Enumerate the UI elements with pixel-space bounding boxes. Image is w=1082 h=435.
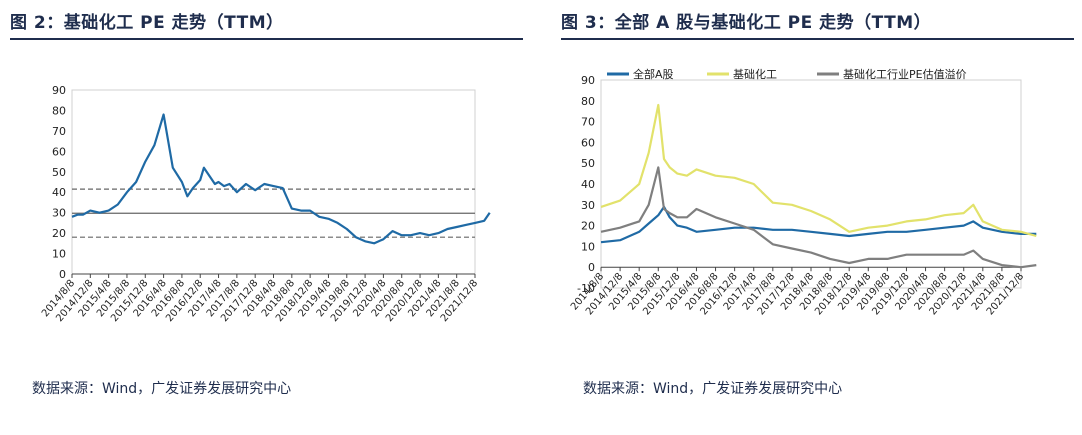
y-tick-label: 80 (581, 95, 595, 108)
left-chart-panel: 图 2：基础化工 PE 走势（TTM） 0 10 20 30 40 50 60 70 80 90 2… (0, 0, 531, 435)
y-tick-label: 80 (52, 104, 66, 117)
series-line (600, 205, 1037, 244)
y-tick-label: -10 (577, 282, 595, 295)
y-tick-label: 70 (52, 125, 66, 138)
right-pe-comparison-chart: -1001020304050607080902014/8/82014/12/82… (569, 67, 1037, 317)
series-line (71, 113, 491, 245)
y-tick-label: 30 (52, 207, 66, 220)
left-title-rule (10, 38, 523, 40)
y-tick-label: 50 (581, 157, 595, 170)
y-tick-label: 0 (588, 261, 595, 274)
y-tick-label: 90 (581, 74, 595, 87)
y-tick-label: 20 (52, 227, 66, 240)
y-tick-label: 60 (52, 145, 66, 158)
y-tick-label: 0 (59, 268, 66, 281)
right-chart-title: 图 3：全部 A 股与基础化工 PE 走势（TTM） (561, 13, 932, 33)
y-tick-label: 90 (52, 84, 66, 97)
y-tick-label: 30 (581, 199, 595, 212)
left-pe-chart: 01020304050607080902014/8/82014/12/82015… (40, 84, 491, 324)
plot-area-border (71, 89, 476, 275)
plot-area-border (600, 79, 1022, 289)
series-line (600, 166, 1037, 269)
right-source-note: 数据来源：Wind，广发证券发展研究中心 (583, 381, 843, 397)
left-source-note: 数据来源：Wind，广发证券发展研究中心 (32, 381, 292, 397)
legend-label: 基础化工 (733, 67, 777, 81)
y-tick-label: 40 (581, 178, 595, 191)
right-chart-panel: 图 3：全部 A 股与基础化工 PE 走势（TTM） -10 0 10 20 30 40 5… (551, 0, 1082, 435)
y-tick-label: 70 (581, 116, 595, 129)
y-tick-label: 10 (52, 248, 66, 261)
left-chart-title: 图 2：基础化工 PE 走势（TTM） (10, 13, 284, 33)
legend-label: 基础化工行业PE估值溢价 (843, 67, 967, 81)
y-tick-label: 20 (581, 220, 595, 233)
right-title-rule (561, 38, 1074, 40)
y-tick-label: 10 (581, 240, 595, 253)
y-tick-label: 60 (581, 136, 595, 149)
legend-label: 全部A股 (633, 67, 674, 81)
series-line (600, 103, 1037, 238)
y-tick-label: 50 (52, 166, 66, 179)
y-tick-label: 40 (52, 186, 66, 199)
